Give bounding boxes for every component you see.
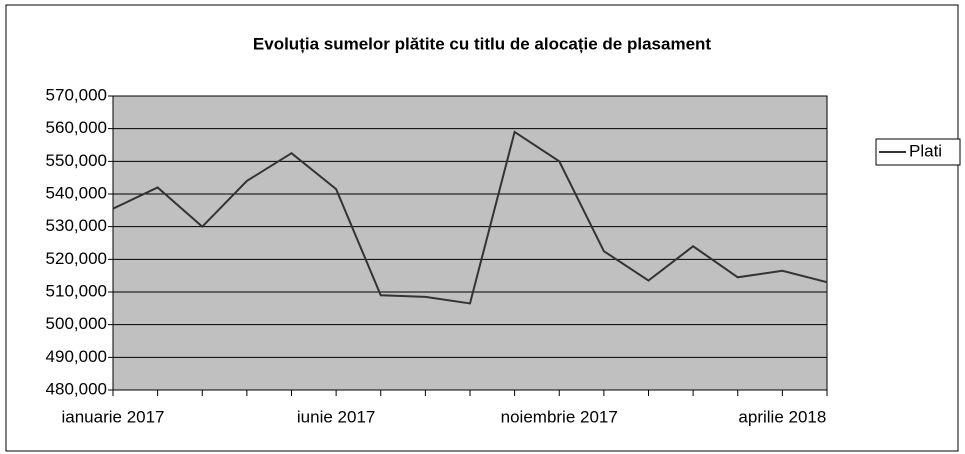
x-tick-label: aprilie 2018	[738, 407, 826, 426]
x-tick-label: iunie 2017	[297, 407, 375, 426]
chart-title: Evoluția sumelor plătite cu titlu de alo…	[253, 34, 712, 53]
y-tick-label: 540,000	[46, 183, 107, 202]
x-tick-label: ianuarie 2017	[61, 407, 164, 426]
y-tick-label: 520,000	[46, 249, 107, 268]
y-tick-label: 530,000	[46, 216, 107, 235]
legend-label: Plati	[909, 141, 942, 160]
x-tick-label: noiembrie 2017	[501, 407, 618, 426]
y-tick-label: 490,000	[46, 347, 107, 366]
plot-area	[112, 95, 828, 391]
y-tick-label: 500,000	[46, 314, 107, 333]
line-series	[112, 130, 828, 305]
y-tick-label: 550,000	[46, 151, 107, 170]
y-tick-label: 510,000	[46, 281, 107, 300]
y-tick-label: 560,000	[46, 118, 107, 137]
y-tick-label: 480,000	[46, 379, 107, 398]
y-tick-label: 570,000	[46, 85, 107, 104]
